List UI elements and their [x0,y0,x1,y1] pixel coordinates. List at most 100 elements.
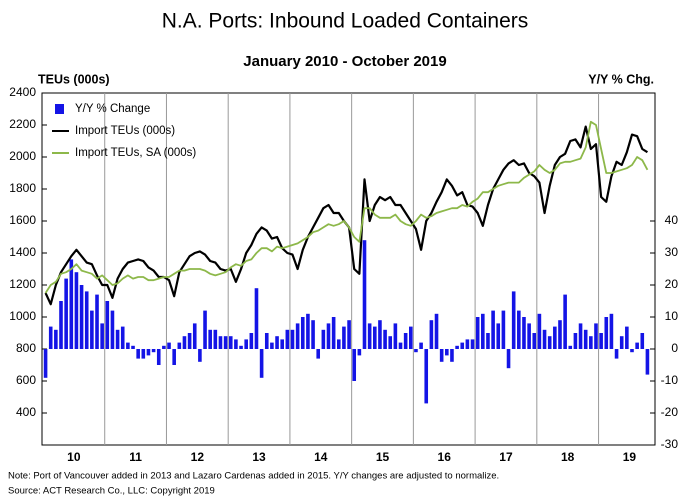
line [44,120,649,294]
bar [347,320,351,349]
bar [239,345,243,349]
bar [491,310,495,349]
bar [553,326,557,349]
bar [218,336,223,349]
bar [558,320,562,349]
bar [136,349,140,359]
bar [213,329,218,349]
bar [131,345,135,349]
y2-tick-label: 10 [665,309,679,323]
bar [398,342,403,349]
y2-tick-label: -20 [661,405,679,419]
bar [208,329,212,349]
bar [522,317,526,349]
bar [43,349,48,378]
bar [445,349,449,356]
x-tick-label: 17 [499,450,513,464]
bar [254,288,259,349]
bar [105,301,110,349]
bar [542,329,547,349]
bar [306,313,310,349]
y-axis-label: TEUs (000s) [38,72,110,86]
bar [192,323,197,349]
y-tick-label: 1000 [9,309,36,323]
bar [167,342,171,349]
bar [352,349,357,381]
x-tick-label: 19 [623,450,637,464]
bar [331,317,336,349]
bar [357,349,362,356]
bar [645,349,650,375]
bar [285,329,290,349]
bar [573,333,578,349]
bar [141,349,146,359]
bar [619,336,624,349]
bar [300,317,305,349]
bar [501,310,506,349]
bar [470,339,475,349]
bar [630,349,634,353]
legend-swatch [55,104,64,114]
bar [172,349,176,365]
bar [280,339,284,349]
bar [388,336,393,349]
x-tick-label: 14 [314,450,328,464]
bar [54,329,58,349]
bar [64,278,68,349]
y2-tick-label: 0 [671,341,678,355]
bar [583,329,588,349]
bar [486,333,490,349]
bar [228,336,233,349]
x-tick-label: 13 [252,450,266,464]
bar [126,342,130,349]
bar [151,349,156,353]
bar [264,333,269,349]
bar [110,310,115,349]
bar [100,323,104,349]
legend-label: Y/Y % Change [75,103,150,115]
y-tick-label: 1400 [9,245,36,259]
plot-frame [41,92,656,446]
bar [59,301,63,349]
bar [378,320,382,349]
bar [517,310,521,349]
bar [146,349,151,356]
bar [321,329,326,349]
bar [635,342,639,349]
bar [342,326,346,349]
bar [48,326,53,349]
bar [589,336,593,349]
bar [316,349,321,359]
bar [594,323,598,349]
x-tick-label: 18 [561,450,575,464]
y-tick-label: 2000 [9,149,36,163]
bar [115,329,120,349]
bar [393,323,398,349]
bar [336,339,341,349]
bar [270,342,274,349]
bar [120,326,125,349]
x-tick-label: 10 [67,450,81,464]
bar [578,323,583,349]
y2-tick-label: 30 [665,245,679,259]
bar [439,349,444,362]
bar [460,342,465,349]
bar [419,342,423,349]
bar [95,294,99,349]
bar [496,323,501,349]
bar [625,326,629,349]
x-tick-label: 16 [438,450,452,464]
bar [162,345,166,349]
y2-tick-label: -30 [661,437,679,451]
bar [367,323,372,349]
legend-label: Import TEUs, SA (000s) [75,147,196,159]
bar [563,294,567,349]
y2-tick-label: 20 [665,277,679,291]
bar [599,333,603,349]
note: Note: Port of Vancouver added in 2013 an… [8,471,499,482]
x-tick-label: 12 [191,450,205,464]
bar [414,349,418,353]
bar [429,320,434,349]
y-tick-label: 2200 [9,117,36,131]
bar [455,345,459,349]
